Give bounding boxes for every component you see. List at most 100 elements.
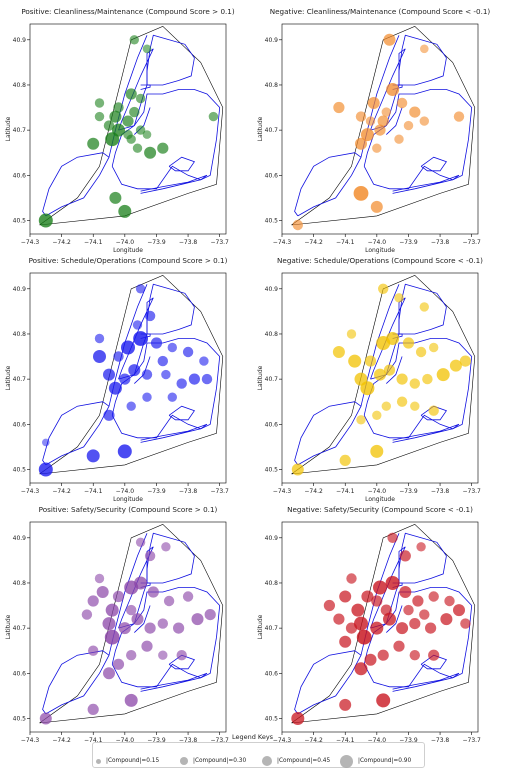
data-point [167, 392, 177, 402]
y-tick-label: 40.5 [265, 715, 279, 722]
data-point [409, 378, 420, 389]
axes-frame [281, 521, 479, 733]
borough-outline [294, 401, 362, 466]
city-boundary-line [291, 274, 476, 475]
data-point [419, 116, 429, 126]
data-point [112, 658, 125, 670]
data-point [132, 320, 143, 330]
data-point [163, 595, 175, 607]
data-point [204, 609, 216, 621]
data-point [364, 653, 377, 666]
data-point [176, 650, 187, 661]
data-point [339, 698, 352, 711]
data-point [96, 586, 109, 598]
city-boundary-line [39, 274, 224, 475]
x-tick-label: −73.8 [431, 737, 450, 744]
data-point [339, 635, 352, 648]
x-tick-label: −74.1 [84, 737, 103, 744]
y-axis-label: Latitude [257, 614, 264, 639]
x-tick-label: −73.8 [179, 239, 198, 246]
x-tick-label: −74.3 [21, 737, 40, 744]
data-point [147, 586, 159, 598]
data-point [129, 35, 139, 45]
data-point [141, 369, 153, 380]
data-point [119, 373, 131, 385]
data-point [128, 364, 141, 377]
data-point [428, 591, 439, 602]
y-tick-label: 40.6 [13, 670, 27, 677]
data-point [351, 603, 365, 617]
data-point [367, 97, 380, 109]
data-point [459, 355, 471, 367]
y-tick-label: 40.9 [13, 286, 27, 293]
borough-outline [386, 356, 403, 384]
y-axis-label: Latitude [5, 614, 12, 639]
x-axis-label: Longitude [113, 247, 143, 254]
data-point [444, 595, 455, 607]
y-tick-label: 40.5 [13, 466, 27, 473]
data-point [393, 640, 405, 652]
data-point [109, 110, 122, 123]
data-point [419, 609, 430, 620]
borough-outline [42, 152, 110, 217]
y-tick-label: 40.8 [265, 331, 279, 338]
x-axis-label: Longitude [365, 247, 395, 254]
data-point [380, 604, 392, 616]
data-point [158, 650, 168, 660]
borough-outline [146, 34, 195, 86]
data-point [396, 97, 408, 109]
data-point [126, 604, 137, 616]
panel-title: Positive: Safety/Security (Compound Scor… [39, 505, 218, 514]
x-tick-label: −73.7 [462, 488, 481, 495]
x-tick-label: −74.0 [368, 488, 387, 495]
data-point [199, 356, 209, 366]
data-point [109, 191, 122, 204]
data-point [415, 346, 427, 358]
data-point [122, 115, 134, 127]
panel-title: Positive: Schedule/Operations (Compound … [29, 256, 228, 265]
panel-2: Positive: Schedule/Operations (Compound … [5, 256, 229, 503]
y-tick-label: 40.5 [13, 715, 27, 722]
data-point [365, 116, 376, 126]
x-tick-label: −73.9 [399, 239, 418, 246]
data-point [208, 111, 219, 122]
borough-outline [168, 405, 196, 421]
data-point [182, 346, 194, 358]
data-point [428, 649, 440, 661]
data-point [436, 368, 450, 382]
data-point [134, 576, 148, 590]
data-point [387, 532, 398, 543]
y-tick-label: 40.5 [265, 217, 279, 224]
data-point [173, 622, 185, 634]
legend-item-3: |Compound|=0.90 [340, 754, 412, 768]
y-tick-label: 40.5 [265, 466, 279, 473]
legend-label: |Compound|=0.90 [358, 758, 412, 764]
data-point [142, 130, 152, 139]
data-point [370, 621, 384, 635]
data-point [87, 595, 99, 607]
data-point [126, 650, 137, 661]
y-axis-label: Latitude [5, 116, 12, 141]
data-point [118, 204, 132, 218]
data-point [381, 107, 391, 117]
data-point [38, 213, 53, 228]
data-point [117, 444, 132, 459]
data-point [422, 373, 433, 385]
y-tick-label: 40.7 [265, 127, 279, 134]
data-point [396, 396, 408, 407]
x-tick-label: −73.7 [210, 488, 229, 495]
x-tick-label: −74.2 [52, 488, 71, 495]
panel-title: Negative: Safety/Security (Compound Scor… [287, 505, 473, 514]
data-point [157, 142, 169, 154]
data-point [129, 106, 140, 118]
x-axis-label: Longitude [365, 496, 395, 503]
data-point [409, 650, 420, 661]
data-point [126, 401, 136, 411]
data-point [132, 143, 143, 153]
panel-4: Positive: Safety/Security (Compound Scor… [5, 505, 229, 752]
x-tick-label: −74.3 [21, 239, 40, 246]
data-point [386, 83, 400, 96]
panel-title: Negative: Schedule/Operations (Compound … [277, 256, 483, 265]
city-boundary-line [39, 523, 224, 724]
data-point [348, 354, 362, 368]
